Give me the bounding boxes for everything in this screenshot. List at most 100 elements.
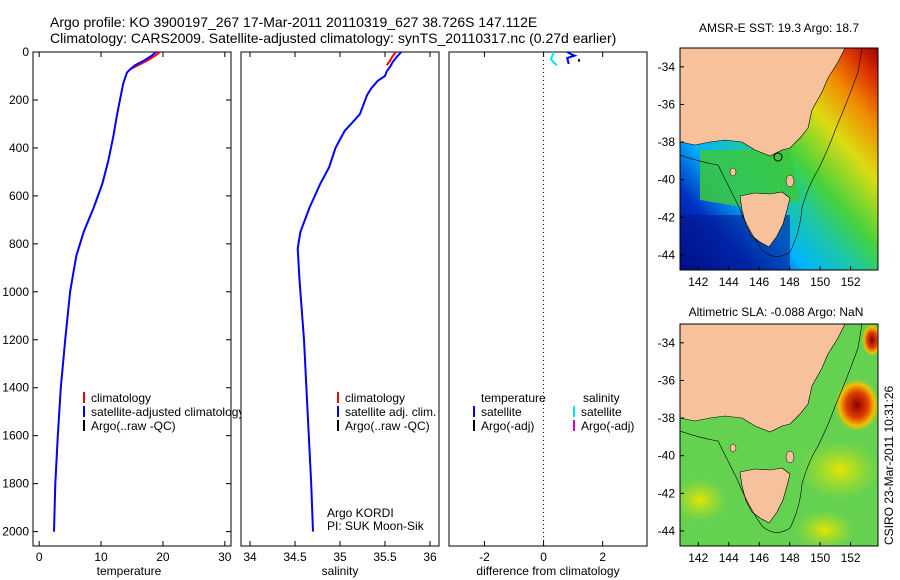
sla-warm-eddy-top bbox=[862, 324, 878, 356]
series-line-climatology bbox=[385, 51, 397, 66]
difference-axis-ticks: -2 0 2 bbox=[479, 52, 606, 564]
map-x-tick-label: 146 bbox=[749, 275, 769, 289]
map-y-tick-label: -38 bbox=[658, 135, 676, 149]
difference-axes-box bbox=[448, 51, 648, 547]
difference-legend-salinity: salinity satellite Argo(-adj) bbox=[573, 391, 634, 433]
difference-panel: -2 0 2 difference from climatology tempera… bbox=[448, 51, 648, 578]
y-tick-label: 2000 bbox=[2, 525, 29, 539]
temperature-panel: 0 200 400 600 800 1000 1200 1400 1600 1800 2000 0 1… bbox=[2, 45, 244, 578]
salinity-axis-ticks: 34 34.5 35 35.5 36 bbox=[243, 52, 437, 564]
x-tick-label: 30 bbox=[218, 550, 232, 564]
side-timestamp-label: CSIRO 23-Mar-2011 10:31:26 bbox=[882, 385, 896, 545]
legend-temp-argo-label: Argo(-adj) bbox=[481, 419, 534, 433]
y-tick-label: 400 bbox=[9, 141, 29, 155]
map-x-tick-label: 148 bbox=[780, 275, 800, 289]
x-tick-label: 0 bbox=[36, 550, 43, 564]
difference-xlabel: difference from climatology bbox=[476, 564, 619, 578]
sla-map-field bbox=[680, 324, 878, 546]
sla-map: Altimetric SLA: -0.088 Argo: NaN 142 144 1… bbox=[658, 305, 879, 565]
temperature-axis-ticks: 0 10 20 30 bbox=[36, 52, 232, 564]
map-y-tick-label: -36 bbox=[658, 97, 676, 111]
sla-yellow-blob-1 bbox=[680, 478, 728, 522]
sla-map-title: Altimetric SLA: -0.088 Argo: NaN bbox=[689, 305, 864, 319]
map-x-tick-label: 146 bbox=[749, 551, 769, 565]
difference-series bbox=[549, 51, 580, 66]
map-x-tick-label: 144 bbox=[719, 551, 739, 565]
y-tick-label: 800 bbox=[9, 237, 29, 251]
series-line-salinity-satellite bbox=[549, 51, 558, 66]
map-y-tick-label: -42 bbox=[658, 210, 676, 224]
series-line-climatology bbox=[130, 51, 161, 70]
map-y-tick-label: -38 bbox=[658, 411, 676, 425]
difference-legend-temperature: temperature satellite Argo(-adj) bbox=[473, 391, 546, 433]
salinity-xlabel: salinity bbox=[322, 564, 359, 578]
map-y-tick-label: -36 bbox=[658, 373, 676, 387]
sst-map-title: AMSR-E SST: 19.3 Argo: 18.7 bbox=[699, 21, 859, 35]
legend-satellite-label: satellite adj. clim. bbox=[345, 405, 436, 419]
y-tick-label: 1400 bbox=[2, 381, 29, 395]
float-annotation-line2: PI: SUK Moon-Sik bbox=[327, 519, 425, 533]
sla-king-island bbox=[729, 443, 737, 453]
sst-argo-location-marker bbox=[773, 152, 783, 162]
sla-map-ticks: 142 144 146 148 150 152 -34 -36 -38 -40 -42 -44 bbox=[658, 336, 861, 565]
salinity-panel: 34 34.5 35 35.5 36 salinity climatology sate… bbox=[240, 51, 440, 578]
sst-king-island bbox=[729, 167, 737, 177]
depth-axis-ticks: 0 200 400 600 800 1000 1200 1400 1600 1800 2000 bbox=[2, 45, 231, 539]
sla-warm-eddy bbox=[835, 379, 878, 431]
x-tick-label: 2 bbox=[599, 550, 606, 564]
series-line-temperature-satellite bbox=[566, 51, 578, 65]
legend-climatology-label: climatology bbox=[91, 391, 151, 405]
legend-argo-label: Argo(..raw -QC) bbox=[91, 419, 176, 433]
sst-map-frame bbox=[679, 47, 879, 271]
map-y-tick-label: -40 bbox=[658, 173, 676, 187]
map-x-tick-label: 152 bbox=[841, 551, 861, 565]
x-tick-label: 35 bbox=[333, 550, 347, 564]
salinity-series bbox=[296, 51, 402, 532]
sla-yellow-blob-2 bbox=[800, 440, 878, 500]
series-line-satellite-adj-clim- bbox=[296, 51, 402, 532]
map-y-tick-label: -44 bbox=[658, 524, 676, 538]
legend-sal-satellite-label: satellite bbox=[581, 405, 622, 419]
x-tick-label: 0 bbox=[540, 550, 547, 564]
figure-title-line2: Climatology: CARS2009. Satellite-adjuste… bbox=[50, 30, 616, 46]
y-tick-label: 1600 bbox=[2, 429, 29, 443]
map-x-tick-label: 152 bbox=[841, 275, 861, 289]
legend-temp-satellite-label: satellite bbox=[481, 405, 522, 419]
y-tick-label: 1000 bbox=[2, 285, 29, 299]
map-y-tick-label: -34 bbox=[658, 60, 676, 74]
legend-argo-label: Argo(..raw -QC) bbox=[345, 419, 430, 433]
x-tick-label: 34 bbox=[243, 550, 257, 564]
map-y-tick-label: -40 bbox=[658, 449, 676, 463]
x-tick-label: 34.5 bbox=[283, 550, 307, 564]
x-tick-label: 36 bbox=[423, 550, 437, 564]
x-tick-label: 35.5 bbox=[373, 550, 397, 564]
map-y-tick-label: -44 bbox=[658, 248, 676, 262]
temperature-series bbox=[53, 51, 161, 532]
sla-tasmania bbox=[739, 467, 791, 524]
sla-shelf-contour bbox=[680, 324, 863, 533]
map-y-tick-label: -42 bbox=[658, 486, 676, 500]
temperature-legend: climatology satellite-adjusted climatolo… bbox=[83, 391, 244, 433]
legend-climatology-label: climatology bbox=[345, 391, 405, 405]
x-tick-label: -2 bbox=[479, 550, 490, 564]
y-tick-label: 600 bbox=[9, 189, 29, 203]
map-x-tick-label: 142 bbox=[688, 551, 708, 565]
sst-map: AMSR-E SST: 19.3 Argo: 18.7 142 144 146 148… bbox=[658, 21, 879, 289]
sst-mainland bbox=[680, 48, 846, 157]
map-x-tick-label: 150 bbox=[810, 275, 830, 289]
map-x-tick-label: 142 bbox=[688, 275, 708, 289]
y-tick-label: 200 bbox=[9, 93, 29, 107]
legend-temperature-header: temperature bbox=[481, 391, 546, 405]
temperature-xlabel: temperature bbox=[97, 564, 162, 578]
map-x-tick-label: 148 bbox=[780, 551, 800, 565]
y-tick-label: 0 bbox=[22, 45, 29, 59]
legend-sal-argo-label: Argo(-adj) bbox=[581, 419, 634, 433]
legend-salinity-header: salinity bbox=[583, 391, 620, 405]
y-tick-label: 1800 bbox=[2, 477, 29, 491]
x-tick-label: 10 bbox=[94, 550, 108, 564]
sst-map-ticks: 142 144 146 148 150 152 -34 -36 -38 -40 -42 -44 bbox=[658, 60, 861, 289]
sla-map-frame bbox=[679, 323, 879, 547]
x-tick-label: 20 bbox=[156, 550, 170, 564]
sst-shelf-contour bbox=[680, 48, 863, 257]
